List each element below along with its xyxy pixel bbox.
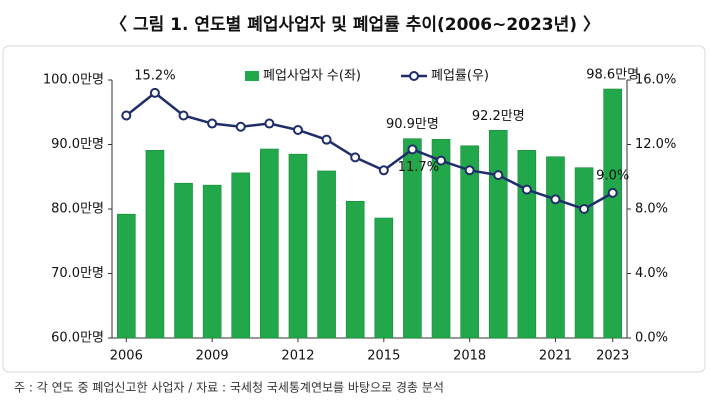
line-marker: [521, 184, 532, 195]
line-marker: [378, 165, 389, 176]
legend-swatch: [245, 71, 259, 81]
chart-title: 〈 그림 1. 연도별 폐업사업자 및 폐업률 추이(2006~2023년) 〉: [110, 14, 600, 35]
y-tick-label: 70.0만명: [51, 266, 104, 281]
legend-label: 폐업률(우): [431, 69, 489, 84]
x-tick-label: 2006: [110, 349, 143, 364]
note: 주 : 각 연도 중 폐업신고한 사업자 / 자료 : 국세청 국세통계연보를 …: [14, 381, 444, 395]
line-marker: [436, 155, 447, 166]
chart-frame: [2, 45, 706, 373]
bar: [260, 148, 279, 339]
y-tick-label: 60.0만명: [51, 331, 104, 346]
line-marker: [321, 134, 332, 145]
bar: [174, 182, 193, 339]
line-marker: [550, 194, 561, 205]
line-marker: [149, 87, 160, 98]
data-label: 9.0%: [596, 168, 629, 183]
y-tick-label: 100.0만명: [43, 73, 104, 88]
line-marker: [464, 165, 475, 176]
bar: [574, 167, 594, 339]
legend-swatch: [409, 71, 419, 81]
line: [125, 91, 614, 211]
bar: [374, 217, 394, 339]
x-tick-label: 2023: [596, 349, 629, 364]
y2-tick-label: 0.0%: [635, 331, 668, 346]
legend-label: 폐업사업자 수(좌): [263, 69, 361, 84]
bar: [431, 139, 451, 339]
line-marker: [178, 110, 189, 121]
data-label: 11.7%: [398, 160, 439, 175]
data-label: 90.9만명: [386, 117, 439, 132]
line-marker: [350, 152, 361, 163]
line-marker: [407, 144, 418, 155]
y2-tick-label: 12.0%: [635, 137, 676, 152]
bar: [345, 200, 365, 339]
x-tick-label: 2012: [281, 349, 314, 364]
line-marker: [607, 187, 618, 198]
bar: [488, 130, 508, 339]
bar: [117, 213, 136, 339]
y2-tick-label: 16.0%: [635, 73, 676, 88]
bar: [317, 170, 336, 339]
x-tick-label: 2009: [196, 349, 229, 364]
bar: [288, 153, 308, 339]
bar: [460, 145, 479, 339]
line-marker: [493, 170, 504, 181]
line-marker: [207, 118, 218, 129]
line-marker: [579, 204, 590, 214]
x-tick-label: 2021: [539, 349, 572, 364]
x-tick-label: 2015: [367, 349, 400, 364]
bar: [603, 88, 622, 339]
y2-tick-label: 8.0%: [635, 202, 668, 217]
data-label: 15.2%: [134, 68, 175, 83]
y-tick-label: 80.0만명: [51, 202, 104, 217]
line-marker: [264, 118, 275, 129]
bar: [546, 156, 565, 339]
bar: [202, 184, 222, 339]
line-marker: [235, 121, 246, 132]
data-label: 98.6만명: [586, 68, 639, 83]
bar: [145, 150, 165, 339]
data-label: 92.2만명: [472, 109, 525, 124]
line-marker: [292, 124, 303, 135]
y2-tick-label: 4.0%: [635, 266, 668, 281]
bar: [517, 150, 537, 339]
bar: [231, 172, 251, 339]
line-marker: [121, 110, 132, 121]
bar: [403, 138, 422, 339]
y-tick-label: 90.0만명: [51, 137, 104, 152]
x-tick-label: 2018: [453, 349, 486, 364]
